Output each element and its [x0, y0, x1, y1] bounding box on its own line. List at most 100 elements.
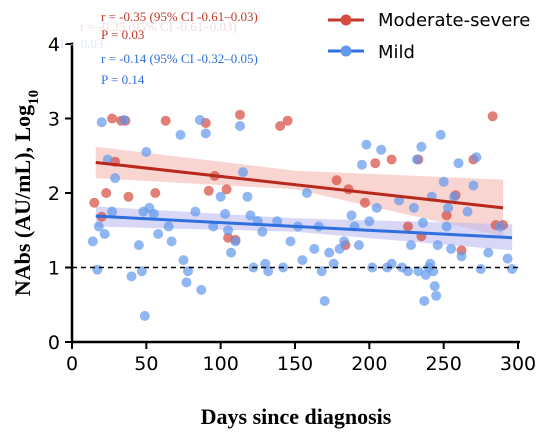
point-mild — [200, 128, 211, 139]
point-mild — [175, 129, 186, 140]
fit-line-mild — [95, 214, 513, 240]
point-mild — [361, 139, 372, 150]
point-mild — [119, 115, 129, 125]
point-mild — [139, 310, 150, 321]
point-mild — [87, 236, 98, 247]
point-mild — [428, 266, 439, 277]
point-moderate-severe — [487, 111, 498, 122]
y-tick-label: 1 — [48, 258, 60, 280]
point-mild — [133, 240, 144, 251]
point-mild — [194, 115, 205, 125]
point-mild — [449, 191, 460, 202]
point-mild — [364, 216, 375, 227]
point-mild — [183, 266, 193, 277]
point-mild — [245, 210, 256, 221]
x-tick-label: 100 — [203, 353, 239, 375]
point-moderate-severe — [160, 115, 171, 126]
point-moderate-severe — [235, 109, 245, 120]
point-mild — [471, 152, 482, 163]
point-mild — [301, 188, 312, 198]
point-moderate-severe — [282, 115, 293, 126]
point-mild — [403, 266, 413, 277]
point-mild — [126, 271, 137, 282]
point-mild — [435, 129, 446, 140]
y-tick-label: 0 — [48, 332, 60, 354]
legend: Moderate-severe Mild — [328, 10, 530, 63]
point-mild — [371, 202, 382, 213]
point-mild — [141, 147, 152, 157]
point-mild — [411, 154, 422, 165]
x-tick-label: 150 — [277, 353, 313, 375]
point-moderate-severe — [359, 197, 370, 208]
point-mild — [110, 173, 121, 184]
point-mild — [443, 202, 454, 213]
point-mild — [166, 236, 177, 247]
point-mild — [429, 281, 440, 292]
point-mild — [272, 216, 283, 227]
point-mild — [235, 121, 245, 131]
point-mild — [431, 290, 442, 301]
point-mild — [502, 253, 513, 264]
stat-p-moderate-severe: P = 0.03 — [101, 27, 144, 42]
x-tick-label: 50 — [134, 353, 158, 375]
point-mild — [257, 226, 268, 237]
point-mild — [468, 180, 479, 191]
legend-label-moderate-severe: Moderate-severe — [378, 10, 530, 31]
point-mild — [196, 284, 207, 295]
point-mild — [319, 296, 330, 306]
point-mild — [356, 159, 367, 170]
point-moderate-severe — [441, 210, 452, 221]
point-mild — [462, 206, 473, 217]
point-mild — [417, 217, 428, 228]
x-tick-label: 0 — [66, 353, 78, 375]
stat-p-mild: P = 0.14 — [101, 72, 145, 87]
legend-marker-moderate-severe — [340, 14, 352, 26]
ghost-stat-r: r = -0.35 (95% CI -0.61–0.03) — [80, 19, 237, 34]
point-mild — [242, 191, 253, 202]
point-mild — [223, 225, 234, 236]
point-mild — [419, 296, 430, 306]
tick-labels: 0 50 100 150 200 250 300 0 1 2 3 4 — [48, 34, 536, 375]
point-moderate-severe — [386, 154, 397, 165]
point-mild — [190, 206, 201, 217]
y-tick-label: 4 — [48, 34, 60, 56]
point-mild — [181, 277, 192, 288]
point-moderate-severe — [403, 221, 413, 232]
axes — [65, 42, 520, 349]
point-mild — [334, 243, 345, 254]
point-moderate-severe — [123, 191, 134, 202]
point-mild — [495, 221, 506, 232]
point-mild — [416, 141, 427, 152]
ghost-stat-p: P = 0.03 — [60, 36, 103, 51]
point-mild — [153, 229, 164, 239]
point-mild — [324, 247, 335, 258]
point-mild — [148, 208, 159, 219]
point-moderate-severe — [101, 188, 112, 198]
point-mild — [456, 251, 467, 262]
stat-r-moderate-severe: r = -0.35 (95% CI -0.61–0.03) — [101, 9, 258, 24]
point-moderate-severe — [203, 185, 214, 196]
point-mild — [215, 191, 226, 202]
point-mild — [353, 240, 364, 251]
point-moderate-severe — [150, 188, 161, 198]
point-mild — [208, 221, 219, 232]
x-tick-label: 250 — [426, 353, 462, 375]
point-mild — [316, 266, 327, 277]
y-axis-title-subscript: 10 — [26, 90, 42, 105]
point-mild — [475, 264, 486, 274]
point-mild — [230, 236, 241, 247]
point-mild — [220, 208, 231, 219]
y-tick-label: 2 — [48, 183, 60, 205]
fit-line-moderate-severe — [95, 160, 504, 210]
point-mild — [413, 266, 424, 277]
point-moderate-severe — [221, 184, 232, 195]
point-mild — [163, 221, 174, 232]
point-mild — [346, 210, 357, 221]
point-mild — [309, 243, 320, 254]
point-mild — [438, 176, 449, 187]
stat-r-mild: r = -0.14 (95% CI -0.32–0.05) — [101, 51, 258, 66]
point-mild — [263, 266, 274, 277]
point-mild — [432, 240, 443, 251]
x-tick-label: 300 — [500, 353, 536, 375]
